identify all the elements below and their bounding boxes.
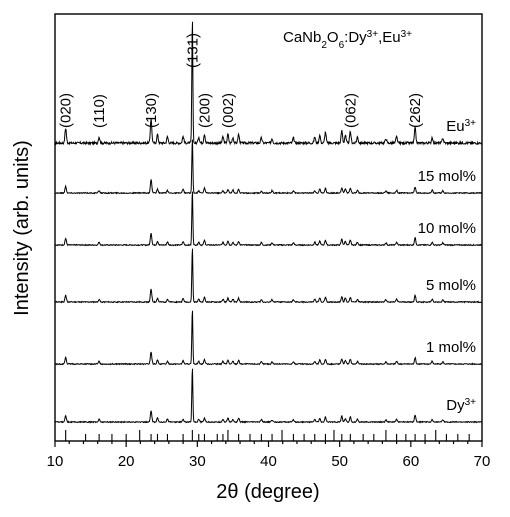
reflection-labels: (020) (110) (130)(131)(200) (002) (062) (262) <box>58 33 424 128</box>
series-label: Dy3+ <box>446 397 476 415</box>
reflection-label: (130) <box>143 93 160 128</box>
title-base: CaNb <box>283 29 321 46</box>
reflection-label: (262) <box>407 93 424 128</box>
pattern-line <box>54 139 483 195</box>
x-tick-label: 50 <box>331 453 348 470</box>
series-label-text: 15 mol% <box>418 168 476 185</box>
title-sup1: 3+ <box>367 29 379 40</box>
x-axis-title: 2θ (degree) <box>216 481 319 503</box>
reflection-label: (002) <box>220 93 237 128</box>
reflection-label: (110) <box>91 94 108 128</box>
y-axis-title: Intensity (arb. units) <box>11 140 33 316</box>
series-label-text: Dy <box>446 397 465 414</box>
series-label: 10 mol% <box>418 220 476 237</box>
x-axis-symbol: 2θ <box>216 481 238 503</box>
x-tick-label: 60 <box>402 453 419 470</box>
pattern-line <box>54 191 483 247</box>
reflection-label: (020) <box>58 93 75 128</box>
x-axis-unit: (degree) <box>239 481 320 503</box>
pattern-line <box>54 310 483 366</box>
chart-title: CaNb2O6:Dy3+,Eu3+ <box>283 29 412 51</box>
reflection-label: (200) <box>196 93 213 128</box>
series-label: Eu3+ <box>446 118 476 136</box>
series-label: 1 mol% <box>426 339 476 356</box>
title-sub1: 2 <box>321 40 327 51</box>
series-label-text: 5 mol% <box>426 277 476 294</box>
series-label-sup: 3+ <box>465 118 477 129</box>
pattern-line <box>54 21 483 147</box>
series-label: 5 mol% <box>426 277 476 294</box>
x-tick-label: 30 <box>189 453 206 470</box>
x-tick-label: 70 <box>474 453 491 470</box>
title-mid: O <box>327 29 339 46</box>
diffraction-patterns: Eu3+15 mol%10 mol%5 mol%1 mol%Dy3+ <box>54 21 483 424</box>
title: CaNb2O6:Dy3+,Eu3+ <box>283 29 412 51</box>
series-label-text: 10 mol% <box>418 220 476 237</box>
title-sub2: 6 <box>339 40 345 51</box>
pattern-line <box>54 368 483 424</box>
series-label-text: 1 mol% <box>426 339 476 356</box>
reflection-label: (062) <box>342 93 359 128</box>
series-label-text: Eu <box>446 118 464 135</box>
title-sup2: 3+ <box>401 29 413 40</box>
reference-pattern <box>65 430 470 441</box>
pattern-line <box>54 248 483 304</box>
title-rest: :Dy <box>344 29 367 46</box>
series-label-sup: 3+ <box>465 397 477 408</box>
series-label: 15 mol% <box>418 168 476 185</box>
x-tick-label: 40 <box>260 453 277 470</box>
title-sep: ,Eu <box>378 29 401 46</box>
x-axis: 10 20 30 40 50 60 70 <box>47 441 491 470</box>
x-tick-label: 10 <box>47 453 64 470</box>
x-tick-label: 20 <box>118 453 135 470</box>
